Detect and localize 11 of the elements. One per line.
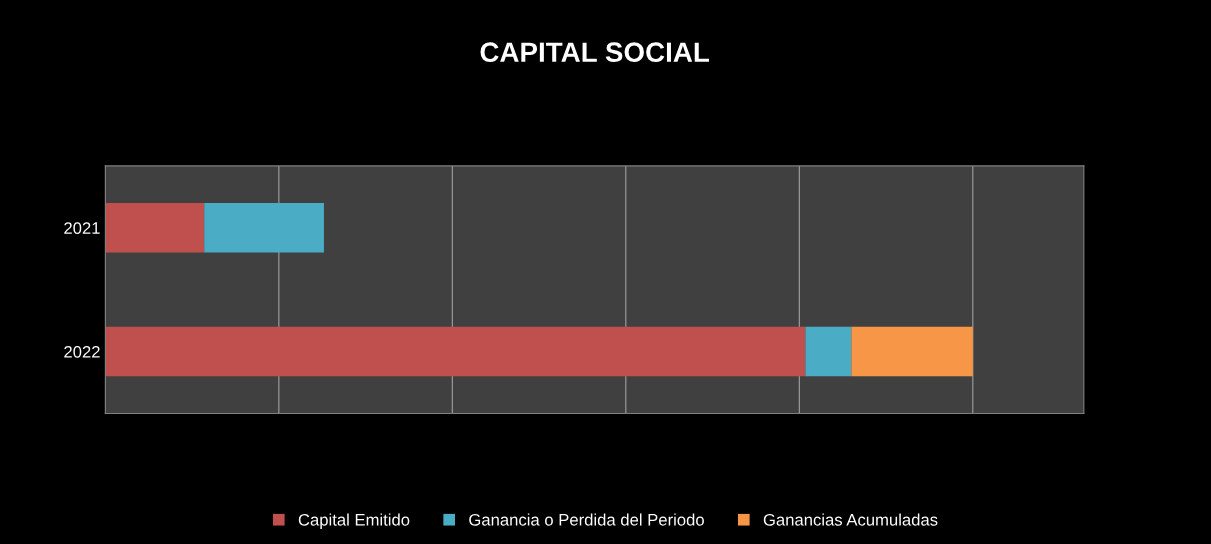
bar: [851, 326, 973, 377]
y-tick-label: 2022: [64, 345, 100, 358]
bar: [204, 203, 324, 253]
bar: [105, 326, 806, 377]
legend-label: Ganancia o Perdida del Periodo: [469, 513, 704, 526]
bar: [805, 326, 852, 377]
y-tick-label: 2021: [64, 222, 100, 234]
chart-title: CAPITAL SOCIAL: [480, 42, 709, 63]
bar: [105, 203, 205, 253]
legend-label: Ganancias Acumuladas: [763, 513, 938, 526]
legend-label: Capital Emitido: [298, 513, 410, 529]
